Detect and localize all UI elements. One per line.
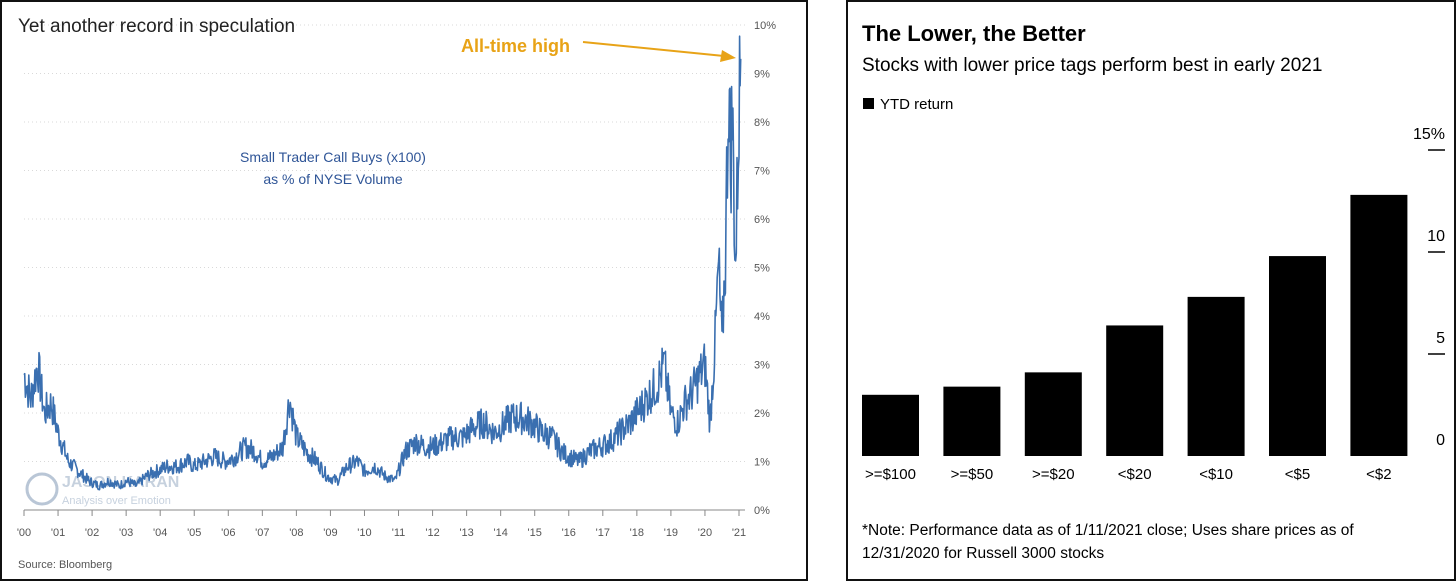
bar-series (862, 194, 1408, 456)
y-tick-label: 5 (1436, 330, 1445, 347)
x-tick-label: '05 (187, 527, 201, 539)
legend-label: YTD return (880, 96, 953, 113)
x-tick-label: '04 (153, 527, 167, 539)
x-tick-label: '03 (119, 527, 133, 539)
y-tick-label: 3% (754, 360, 770, 372)
y-tick-label: 1% (754, 457, 770, 469)
bar-chart-subtitle: Stocks with lower price tags perform bes… (862, 55, 1322, 76)
annotation-label: All-time high (461, 36, 570, 56)
bar-x-axis: >=$100 >=$50 >=$20 <$20 <$10 <$5 <$2 (865, 466, 1392, 483)
bar (1269, 256, 1326, 456)
category-label: <$5 (1285, 466, 1310, 483)
y-tick-label: 0 (1436, 432, 1445, 449)
x-tick-label: '16 (562, 527, 576, 539)
series-line (23, 35, 742, 491)
bar (1024, 372, 1082, 456)
y-tick-label: 4% (754, 311, 770, 323)
annotation-arrow (582, 41, 725, 57)
x-tick-label: '09 (323, 527, 337, 539)
note-line1: *Note: Performance data as of 1/11/2021 … (862, 522, 1354, 539)
category-label: <$2 (1366, 466, 1391, 483)
bar-y-axis: 0 5 10 15% (1413, 126, 1445, 449)
x-tick-label: '15 (528, 527, 542, 539)
x-tick-label: '08 (289, 527, 303, 539)
bar (862, 394, 919, 456)
y-tick-label: 8% (754, 117, 770, 129)
note-line2: 12/31/2020 for Russell 3000 stocks (862, 545, 1104, 562)
x-tick-label: '18 (630, 527, 644, 539)
left-gridlines (24, 24, 747, 511)
bar (1187, 296, 1245, 456)
category-label: <$10 (1199, 466, 1233, 483)
bar (1350, 194, 1408, 456)
bar (1106, 325, 1164, 456)
left-line-chart: JASON KARAN Analysis over Emotion 0% 1% 2%… (17, 16, 776, 571)
source-label: Source: Bloomberg (18, 559, 112, 571)
watermark: JASON KARAN Analysis over Emotion (25, 472, 179, 507)
left-x-axis: '00 '01 '02 '03 '04 '05 '06 '07 '08 '09 '10 '11 '12 '… (17, 510, 746, 539)
y-tick-label: 15% (1413, 126, 1445, 143)
y-tick-label: 10% (754, 20, 776, 32)
right-bar-chart: The Lower, the Better Stocks with lower … (862, 21, 1445, 562)
y-tick-label: 10 (1427, 228, 1445, 245)
left-chart-panel: JASON KARAN Analysis over Emotion 0% 1% 2%… (0, 0, 808, 581)
bar (943, 386, 1001, 456)
y-tick-label: 2% (754, 408, 770, 420)
series-label-line1: Small Trader Call Buys (x100) (240, 149, 426, 165)
x-tick-label: '12 (425, 527, 439, 539)
category-label: >=$50 (951, 466, 994, 483)
y-tick-label: 6% (754, 214, 770, 226)
x-tick-label: '10 (357, 527, 371, 539)
bar-chart-title: The Lower, the Better (862, 21, 1086, 46)
x-tick-label: '06 (221, 527, 235, 539)
x-tick-label: '19 (664, 527, 678, 539)
y-tick-label: 5% (754, 263, 770, 275)
watermark-logo-icon (25, 472, 59, 506)
watermark-line2: Analysis over Emotion (62, 495, 171, 507)
right-chart-panel: The Lower, the Better Stocks with lower … (846, 0, 1456, 581)
y-tick-label: 0% (754, 505, 770, 517)
x-tick-label: '00 (17, 527, 31, 539)
x-tick-label: '17 (596, 527, 610, 539)
y-tick-label: 9% (754, 69, 770, 81)
annotation-arrow-head (720, 50, 736, 62)
x-tick-label: '02 (85, 527, 99, 539)
left-y-axis: 0% 1% 2% 3% 4% 5% 6% 7% 8% 9% 10% (24, 20, 776, 517)
chart-title: Yet another record in speculation (18, 16, 295, 37)
legend-swatch (863, 98, 874, 109)
x-tick-label: '11 (392, 527, 406, 539)
x-tick-label: '21 (732, 527, 746, 539)
x-tick-label: '01 (51, 527, 65, 539)
x-tick-label: '20 (698, 527, 712, 539)
category-label: >=$20 (1032, 466, 1075, 483)
y-tick-label: 7% (754, 166, 770, 178)
series-label-line2: as % of NYSE Volume (263, 171, 403, 187)
category-label: <$20 (1118, 466, 1152, 483)
x-tick-label: '13 (459, 527, 473, 539)
x-tick-label: '07 (255, 527, 269, 539)
category-label: >=$100 (865, 466, 916, 483)
x-tick-label: '14 (493, 527, 507, 539)
